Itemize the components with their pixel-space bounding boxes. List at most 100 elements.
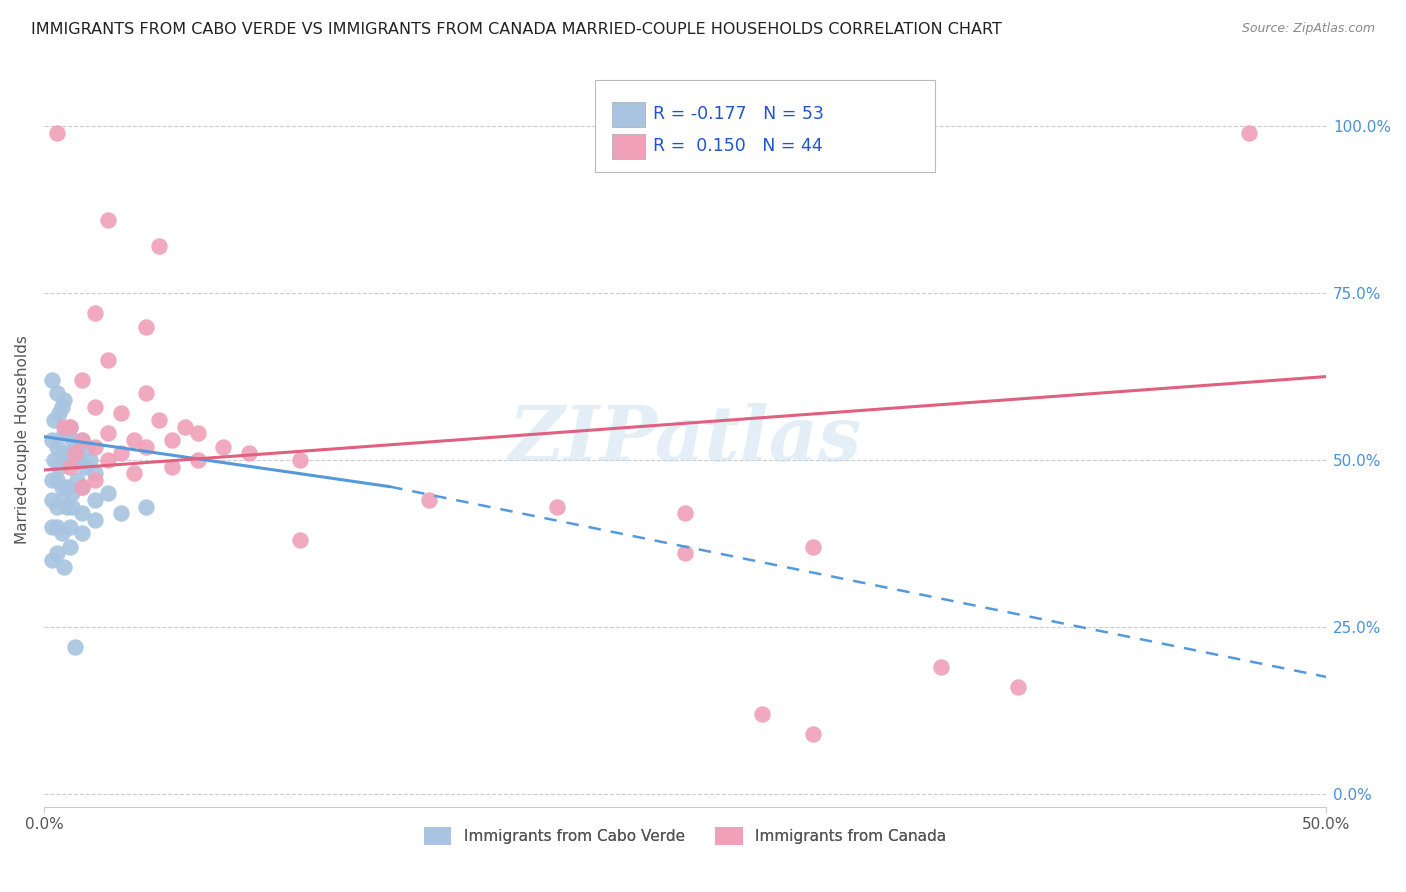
- Point: [97, 426, 120, 441]
- Point: [84, 440, 107, 454]
- Point: [212, 440, 235, 454]
- Point: [58, 459, 80, 474]
- Point: [148, 413, 170, 427]
- Point: [72, 433, 94, 447]
- Point: [51, 493, 73, 508]
- FancyBboxPatch shape: [612, 134, 645, 159]
- Point: [84, 473, 107, 487]
- Point: [58, 520, 80, 534]
- Point: [97, 453, 120, 467]
- Point: [51, 526, 73, 541]
- Point: [60, 486, 83, 500]
- Text: R = -0.177   N = 53: R = -0.177 N = 53: [652, 105, 824, 123]
- FancyBboxPatch shape: [595, 80, 935, 172]
- Point: [63, 640, 86, 654]
- Point: [135, 440, 157, 454]
- Point: [48, 406, 70, 420]
- Point: [84, 493, 107, 508]
- Point: [41, 553, 63, 567]
- Point: [135, 319, 157, 334]
- Point: [53, 426, 76, 441]
- Point: [41, 373, 63, 387]
- Point: [238, 446, 260, 460]
- Point: [53, 453, 76, 467]
- Point: [110, 446, 132, 460]
- Point: [84, 306, 107, 320]
- Point: [72, 433, 94, 447]
- Point: [58, 419, 80, 434]
- Point: [45, 546, 67, 560]
- Point: [801, 540, 824, 554]
- Point: [72, 507, 94, 521]
- Point: [63, 446, 86, 460]
- Point: [45, 473, 67, 487]
- Point: [801, 726, 824, 740]
- Point: [122, 433, 145, 447]
- Point: [51, 400, 73, 414]
- Point: [122, 467, 145, 481]
- Point: [110, 507, 132, 521]
- Point: [174, 419, 197, 434]
- Point: [135, 386, 157, 401]
- Point: [51, 446, 73, 460]
- Point: [56, 500, 79, 514]
- Point: [41, 473, 63, 487]
- Point: [44, 413, 66, 427]
- Point: [72, 373, 94, 387]
- Point: [673, 507, 696, 521]
- Point: [76, 440, 98, 454]
- Point: [72, 480, 94, 494]
- Point: [160, 459, 183, 474]
- Point: [66, 440, 89, 454]
- Point: [751, 706, 773, 721]
- Point: [84, 400, 107, 414]
- Point: [60, 500, 83, 514]
- Point: [97, 486, 120, 500]
- Point: [45, 440, 67, 454]
- Point: [69, 453, 91, 467]
- Point: [160, 433, 183, 447]
- Point: [290, 533, 312, 547]
- Point: [84, 513, 107, 527]
- Point: [44, 453, 66, 467]
- Point: [48, 459, 70, 474]
- Point: [79, 453, 101, 467]
- Point: [73, 459, 96, 474]
- Point: [72, 480, 94, 494]
- Point: [45, 386, 67, 401]
- FancyBboxPatch shape: [612, 102, 645, 127]
- Point: [931, 660, 953, 674]
- Text: IMMIGRANTS FROM CABO VERDE VS IMMIGRANTS FROM CANADA MARRIED-COUPLE HOUSEHOLDS C: IMMIGRANTS FROM CABO VERDE VS IMMIGRANTS…: [31, 22, 1002, 37]
- Point: [63, 453, 86, 467]
- Text: ZIPatlas: ZIPatlas: [509, 403, 862, 477]
- Point: [187, 426, 209, 441]
- Point: [110, 406, 132, 420]
- Point: [290, 453, 312, 467]
- Point: [97, 212, 120, 227]
- Point: [58, 446, 80, 460]
- Point: [53, 392, 76, 407]
- Text: Source: ZipAtlas.com: Source: ZipAtlas.com: [1241, 22, 1375, 36]
- Point: [56, 426, 79, 441]
- Point: [53, 559, 76, 574]
- Legend: Immigrants from Cabo Verde, Immigrants from Canada: Immigrants from Cabo Verde, Immigrants f…: [418, 821, 952, 851]
- Point: [187, 453, 209, 467]
- Point: [97, 352, 120, 367]
- Point: [135, 500, 157, 514]
- Point: [56, 480, 79, 494]
- Point: [418, 493, 440, 508]
- Text: R =  0.150   N = 44: R = 0.150 N = 44: [652, 137, 823, 155]
- Point: [41, 520, 63, 534]
- Point: [1237, 126, 1260, 140]
- Point: [72, 526, 94, 541]
- Point: [53, 419, 76, 434]
- Point: [1007, 680, 1029, 694]
- Point: [546, 500, 568, 514]
- Point: [41, 433, 63, 447]
- Point: [45, 500, 67, 514]
- Point: [66, 473, 89, 487]
- Point: [84, 467, 107, 481]
- Y-axis label: Married-couple Households: Married-couple Households: [15, 335, 30, 544]
- Point: [51, 480, 73, 494]
- Point: [58, 540, 80, 554]
